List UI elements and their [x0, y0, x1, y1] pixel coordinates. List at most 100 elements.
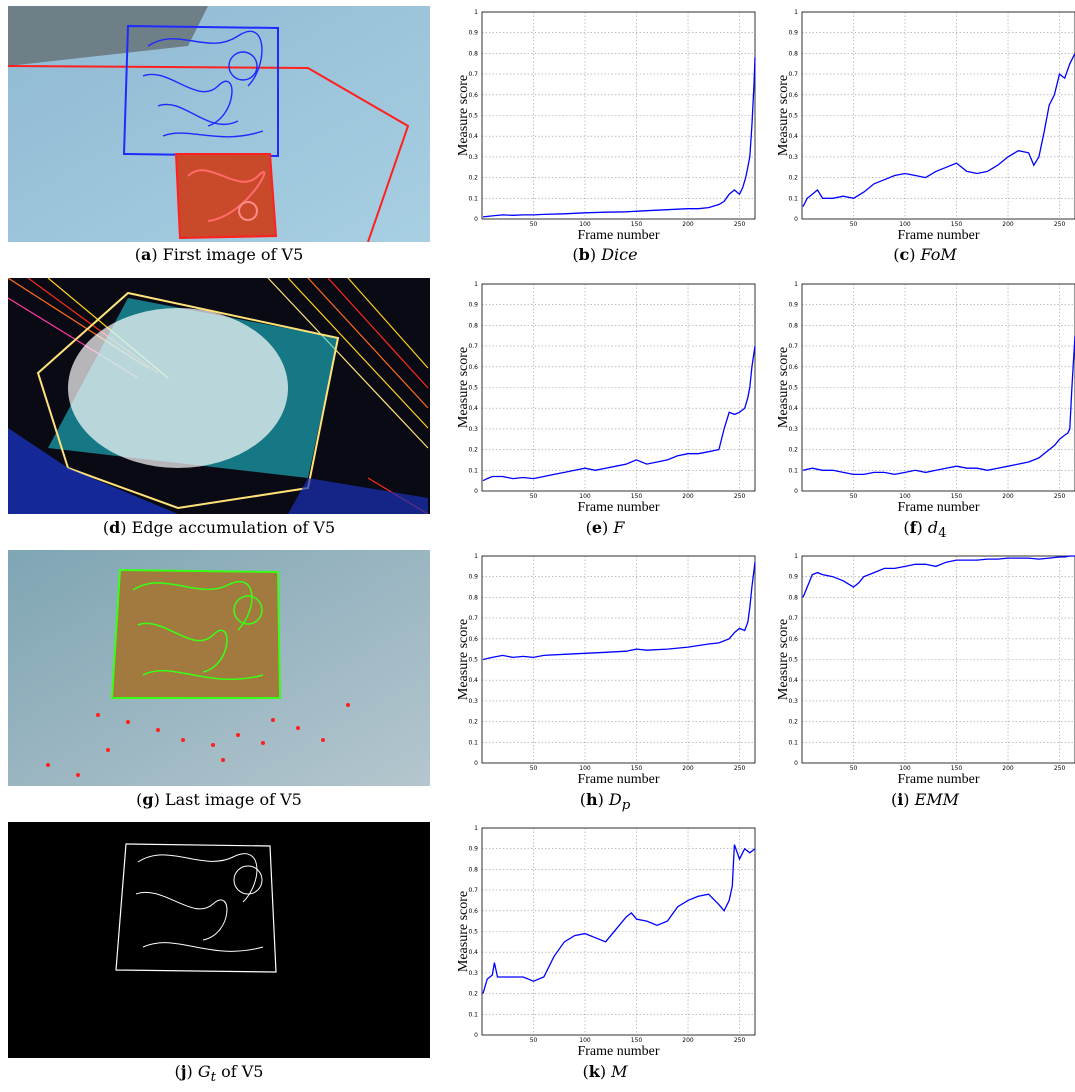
x-axis-label: Frame number: [577, 228, 659, 243]
y-tick-label: 0.8: [468, 594, 478, 601]
y-tick-label: 0.7: [788, 343, 798, 350]
y-tick-label: 0.6: [788, 92, 798, 99]
y-tick-label: 0.3: [468, 970, 478, 977]
chart-b: 50 100 150 200 250 0 0.1 0.2 0.3 0.4 0.5 0.6 0.7 0.8 0…: [455, 6, 756, 276]
y-tick-label: 0.9: [788, 302, 798, 309]
y-tick-label: 0.2: [468, 991, 478, 998]
y-tick-label: 0.6: [468, 908, 478, 915]
x-tick-label: 50: [850, 221, 858, 228]
x-axis-label: Frame number: [577, 772, 659, 787]
y-tick-label: 0.8: [788, 322, 798, 329]
first-image-v5: [8, 6, 430, 242]
x-tick-label: 100: [579, 221, 591, 228]
plot-frame: [801, 11, 1075, 220]
y-tick-label: 0.2: [468, 175, 478, 182]
y-tick-label: 0.5: [788, 113, 798, 120]
y-tick-label: 0.5: [468, 657, 478, 664]
y-tick-label: 0.7: [468, 887, 478, 894]
series-line: [802, 555, 1075, 598]
y-tick-label: 0.1: [468, 195, 478, 202]
x-tick-label: 50: [850, 493, 858, 500]
caption-g: (g) Last image of V5: [136, 790, 302, 809]
y-tick-label: 1: [794, 553, 798, 560]
x-axis-label: Frame number: [897, 772, 979, 787]
y-tick-label: 0.2: [468, 447, 478, 454]
y-tick-label: 0.2: [468, 719, 478, 726]
x-tick-label: 200: [1002, 765, 1014, 772]
plot-frame: [481, 827, 756, 1036]
x-tick-label: 100: [579, 1037, 591, 1044]
x-tick-label: 200: [682, 221, 694, 228]
y-tick-label: 0.7: [468, 615, 478, 622]
y-tick-label: 0.4: [468, 133, 478, 140]
plot-frame: [801, 283, 1075, 492]
plot-frame: [481, 555, 756, 764]
y-tick-label: 0.8: [468, 866, 478, 873]
chart-h: 50 100 150 200 250 0 0.1 0.2 0.3 0.4 0.5 0.6 0.7 0.8 0…: [455, 550, 756, 820]
x-tick-label: 150: [951, 493, 963, 500]
x-axis-label: Frame number: [897, 500, 979, 515]
y-tick-label: 1: [474, 553, 478, 560]
x-tick-label: 50: [530, 221, 538, 228]
chart-k-svg: 50 100 150 200 250 0 0.1 0.2 0.3 0.4 0.5 0.6 0.7 0.8 0…: [456, 825, 756, 1059]
x-tick-label: 150: [951, 765, 963, 772]
y-tick-label: 0.7: [788, 615, 798, 622]
y-axis-label: Measure score: [456, 75, 471, 156]
y-tick-label: 0.4: [788, 133, 798, 140]
y-tick-label: 0.1: [468, 1011, 478, 1018]
y-tick-label: 0.8: [468, 322, 478, 329]
x-tick-label: 100: [899, 765, 911, 772]
y-tick-label: 0.5: [788, 385, 798, 392]
x-tick-label: 50: [530, 493, 538, 500]
y-tick-label: 0.3: [468, 426, 478, 433]
x-tick-label: 50: [850, 765, 858, 772]
last-image-v5: [8, 550, 430, 786]
y-tick-label: 0: [474, 216, 478, 223]
y-tick-label: 0.9: [788, 574, 798, 581]
x-axis-label: Frame number: [577, 1044, 659, 1059]
y-tick-label: 0.5: [788, 657, 798, 664]
y-axis-label: Measure score: [456, 347, 471, 428]
x-tick-label: 150: [631, 1037, 643, 1044]
y-axis-label: Measure score: [776, 347, 791, 428]
y-tick-label: 0.3: [468, 698, 478, 705]
y-tick-label: 0.6: [788, 636, 798, 643]
x-tick-label: 250: [734, 221, 746, 228]
y-tick-label: 0.7: [468, 71, 478, 78]
x-tick-label: 100: [579, 493, 591, 500]
plot-frame: [481, 283, 756, 492]
plot-frame: [801, 555, 1075, 764]
y-tick-label: 1: [794, 281, 798, 288]
y-tick-label: 0.3: [788, 698, 798, 705]
x-tick-label: 250: [734, 493, 746, 500]
y-axis-label: Measure score: [776, 619, 791, 700]
y-tick-label: 0.7: [788, 71, 798, 78]
caption-a: (a) First image of V5: [134, 245, 304, 264]
caption-h: (h) Dp: [579, 790, 631, 814]
y-tick-label: 0.4: [468, 677, 478, 684]
x-tick-label: 200: [682, 493, 694, 500]
x-tick-label: 50: [530, 1037, 538, 1044]
x-axis-label: Frame number: [897, 228, 979, 243]
x-tick-label: 200: [682, 1037, 694, 1044]
y-axis-label: Measure score: [456, 619, 471, 700]
y-tick-label: 0.2: [788, 447, 798, 454]
caption-c: (c) FoM: [893, 245, 957, 264]
y-tick-label: 0: [794, 216, 798, 223]
x-tick-label: 200: [682, 765, 694, 772]
y-tick-label: 0.4: [468, 949, 478, 956]
y-tick-label: 0.4: [468, 405, 478, 412]
y-tick-label: 0.1: [468, 739, 478, 746]
x-tick-label: 200: [1002, 493, 1014, 500]
x-tick-label: 100: [579, 765, 591, 772]
series-line: [802, 335, 1075, 476]
y-tick-label: 0: [474, 1032, 478, 1039]
x-axis-label: Frame number: [577, 500, 659, 515]
x-tick-label: 250: [734, 1037, 746, 1044]
x-tick-label: 100: [899, 493, 911, 500]
chart-i-svg: 50 100 150 200 250 0 0.1 0.2 0.3 0.4 0.5 0.6 0.7 0.8 0…: [776, 553, 1075, 787]
y-tick-label: 0.7: [468, 343, 478, 350]
x-tick-label: 50: [530, 765, 538, 772]
y-tick-label: 0.9: [468, 30, 478, 37]
y-tick-label: 0.6: [788, 364, 798, 371]
